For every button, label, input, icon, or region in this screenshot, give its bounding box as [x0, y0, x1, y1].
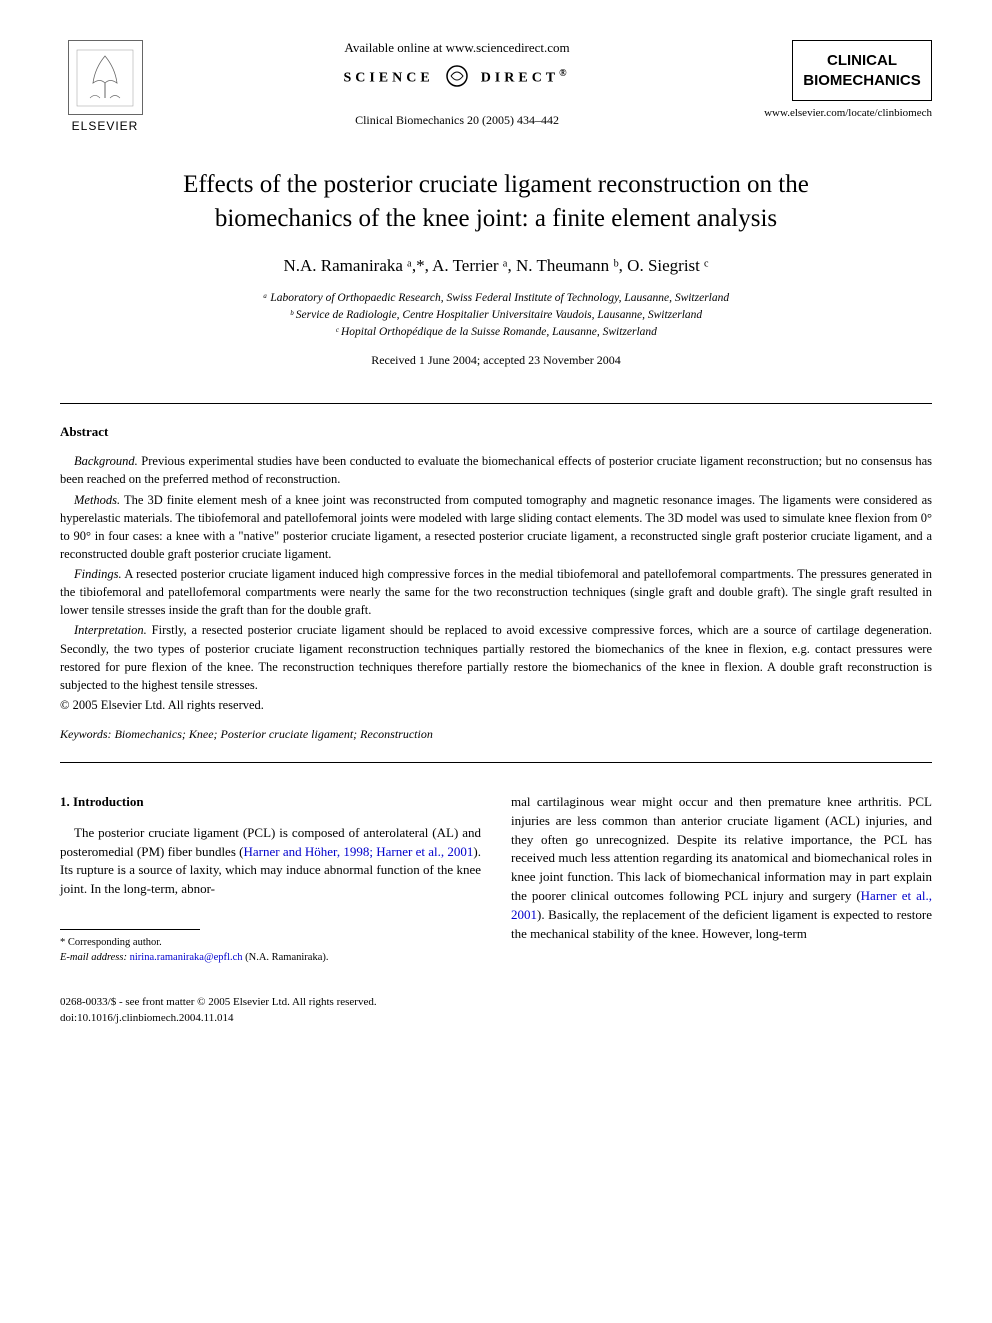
footer: 0268-0033/$ - see front matter © 2005 El… — [60, 995, 932, 1026]
email-footnote: E-mail address: nirina.ramaniraka@epfl.c… — [60, 951, 481, 966]
email-link[interactable]: nirina.ramaniraka@epfl.ch — [127, 952, 243, 963]
abstract-heading: Abstract — [60, 424, 932, 440]
abstract-interpretation: Interpretation. Firstly, a resected post… — [60, 621, 932, 694]
keywords: Keywords: Biomechanics; Knee; Posterior … — [60, 727, 932, 742]
article-title: Effects of the posterior cruciate ligame… — [120, 168, 872, 236]
affiliation-c: ᶜ Hopital Orthopédique de la Suisse Roma… — [60, 324, 932, 341]
header-row: ELSEVIER Available online at www.science… — [60, 40, 932, 133]
email-label: E-mail address: — [60, 952, 127, 963]
authors: N.A. Ramaniraka ᵃ,*, A. Terrier ᵃ, N. Th… — [60, 256, 932, 276]
sd-swirl-icon — [445, 64, 469, 93]
journal-title-box: CLINICAL BIOMECHANICS — [792, 40, 932, 101]
sd-text-1: SCIENCE — [343, 71, 433, 86]
keywords-text: Biomechanics; Knee; Posterior cruciate l… — [112, 727, 433, 741]
abstract-background: Background. Previous experimental studie… — [60, 452, 932, 488]
body-columns: 1. Introduction The posterior cruciate l… — [60, 793, 932, 966]
affiliation-a: ᵃ Laboratory of Orthopaedic Research, Sw… — [60, 290, 932, 307]
journal-name-2: BIOMECHANICS — [801, 71, 923, 91]
affiliation-b: ᵇ Service de Radiologie, Centre Hospital… — [60, 307, 932, 324]
intro-heading: 1. Introduction — [60, 793, 481, 812]
findings-label: Findings. — [74, 567, 122, 581]
intro-p1-right: mal cartilaginous wear might occur and t… — [511, 793, 932, 944]
background-text: Previous experimental studies have been … — [60, 454, 932, 486]
received-dates: Received 1 June 2004; accepted 23 Novemb… — [60, 353, 932, 368]
corresponding-author: * Corresponding author. — [60, 936, 481, 951]
keywords-label: Keywords: — [60, 727, 112, 741]
sd-text-2: DIRECT — [481, 71, 559, 86]
intro-col2a: mal cartilaginous wear might occur and t… — [511, 794, 932, 903]
methods-label: Methods. — [74, 493, 120, 507]
abstract-copyright: © 2005 Elsevier Ltd. All rights reserved… — [60, 698, 932, 713]
intro-p1-left: The posterior cruciate ligament (PCL) is… — [60, 824, 481, 899]
footer-line2: doi:10.1016/j.clinbiomech.2004.11.014 — [60, 1011, 932, 1026]
rule-top — [60, 403, 932, 404]
footnote-rule — [60, 929, 200, 930]
intro-col2b: ). Basically, the replacement of the def… — [511, 907, 932, 941]
science-direct-logo: SCIENCE DIRECT® — [170, 64, 744, 93]
methods-text: The 3D finite element mesh of a knee joi… — [60, 493, 932, 561]
publisher-name: ELSEVIER — [72, 119, 139, 133]
abstract-findings: Findings. A resected posterior cruciate … — [60, 565, 932, 619]
abstract-methods: Methods. The 3D finite element mesh of a… — [60, 491, 932, 564]
right-column: mal cartilaginous wear might occur and t… — [511, 793, 932, 966]
footer-line1: 0268-0033/$ - see front matter © 2005 El… — [60, 995, 932, 1010]
journal-name-1: CLINICAL — [801, 51, 923, 71]
publisher-logo: ELSEVIER — [60, 40, 150, 133]
journal-citation: Clinical Biomechanics 20 (2005) 434–442 — [170, 113, 744, 128]
header-center: Available online at www.sciencedirect.co… — [150, 40, 764, 128]
elsevier-tree-icon — [68, 40, 143, 115]
email-suffix: (N.A. Ramaniraka). — [242, 952, 328, 963]
journal-url: www.elsevier.com/locate/clinbiomech — [764, 107, 932, 119]
header-right: CLINICAL BIOMECHANICS www.elsevier.com/l… — [764, 40, 932, 119]
interpretation-text: Firstly, a resected posterior cruciate l… — [60, 623, 932, 691]
affiliations: ᵃ Laboratory of Orthopaedic Research, Sw… — [60, 290, 932, 342]
left-column: 1. Introduction The posterior cruciate l… — [60, 793, 481, 966]
available-online-text: Available online at www.sciencedirect.co… — [170, 40, 744, 56]
rule-bottom — [60, 762, 932, 763]
findings-text: A resected posterior cruciate ligament i… — [60, 567, 932, 617]
background-label: Background. — [74, 454, 138, 468]
intro-citation-1[interactable]: Harner and Höher, 1998; Harner et al., 2… — [243, 844, 473, 859]
interpretation-label: Interpretation. — [74, 623, 147, 637]
